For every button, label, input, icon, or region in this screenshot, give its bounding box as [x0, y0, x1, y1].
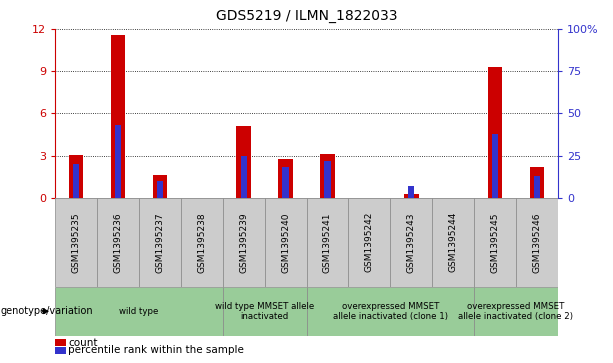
Bar: [530, 167, 544, 198]
Bar: [157, 181, 163, 198]
Text: GSM1395244: GSM1395244: [449, 212, 458, 273]
Bar: [516, 198, 558, 287]
Text: count: count: [68, 338, 97, 348]
Bar: [324, 161, 330, 198]
Bar: [115, 125, 121, 198]
Bar: [390, 198, 432, 287]
Bar: [265, 198, 306, 287]
Text: GSM1395246: GSM1395246: [532, 212, 541, 273]
Text: overexpressed MMSET
allele inactivated (clone 1): overexpressed MMSET allele inactivated (…: [333, 302, 447, 321]
Text: GSM1395243: GSM1395243: [406, 212, 416, 273]
Bar: [534, 176, 540, 198]
Bar: [237, 126, 251, 198]
Text: GSM1395236: GSM1395236: [113, 212, 123, 273]
Text: overexpressed MMSET
allele inactivated (clone 2): overexpressed MMSET allele inactivated (…: [459, 302, 573, 321]
Bar: [111, 34, 125, 198]
Bar: [73, 164, 79, 198]
Bar: [488, 67, 502, 198]
Text: wild type: wild type: [120, 307, 159, 316]
Bar: [404, 193, 419, 198]
Bar: [153, 175, 167, 198]
Bar: [492, 134, 498, 198]
Bar: [432, 198, 474, 287]
Bar: [181, 198, 223, 287]
Bar: [240, 156, 247, 198]
Bar: [474, 287, 558, 336]
Bar: [55, 287, 223, 336]
Bar: [408, 186, 414, 198]
Text: GSM1395235: GSM1395235: [72, 212, 81, 273]
Text: genotype/variation: genotype/variation: [1, 306, 93, 316]
Text: wild type MMSET allele
inactivated: wild type MMSET allele inactivated: [215, 302, 314, 321]
Bar: [306, 198, 348, 287]
Bar: [223, 198, 265, 287]
Bar: [223, 287, 306, 336]
Bar: [306, 287, 474, 336]
Bar: [55, 198, 97, 287]
Text: GDS5219 / ILMN_1822033: GDS5219 / ILMN_1822033: [216, 9, 397, 23]
Text: GSM1395242: GSM1395242: [365, 212, 374, 273]
Text: GSM1395245: GSM1395245: [490, 212, 500, 273]
Bar: [139, 198, 181, 287]
Text: GSM1395238: GSM1395238: [197, 212, 207, 273]
Bar: [283, 167, 289, 198]
Bar: [97, 198, 139, 287]
Text: GSM1395237: GSM1395237: [155, 212, 164, 273]
Bar: [278, 159, 293, 198]
Text: GSM1395239: GSM1395239: [239, 212, 248, 273]
Text: percentile rank within the sample: percentile rank within the sample: [68, 345, 244, 355]
Bar: [320, 154, 335, 198]
Bar: [69, 155, 83, 198]
Text: GSM1395241: GSM1395241: [323, 212, 332, 273]
Bar: [348, 198, 390, 287]
Text: GSM1395240: GSM1395240: [281, 212, 290, 273]
Bar: [474, 198, 516, 287]
